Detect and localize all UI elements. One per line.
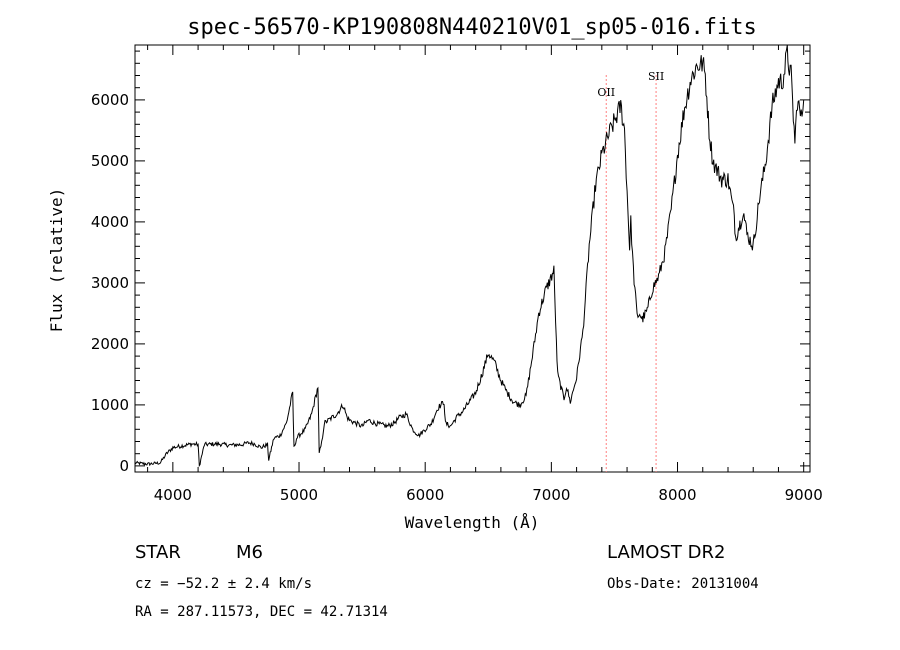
spectral-line-markers: OII SII [597,70,664,472]
x-tick-label: 6000 [406,486,444,504]
y-tick-label: 5000 [91,152,129,170]
y-axis-label: Flux (relative) [47,188,66,333]
coordinates: RA = 287.11573, DEC = 42.71314 [135,604,388,620]
plot-frame [134,44,811,473]
survey-name: LAMOST DR2 [607,542,726,563]
y-tick-label: 0 [119,457,129,475]
object-subclass: M6 [236,542,263,563]
x-axis-label: Wavelength (Å) [405,513,540,532]
spectrum-line [134,44,805,468]
y-tick-label: 3000 [91,274,129,292]
chart-title: spec-56570-KP190808N440210V01_sp05-016.f… [187,15,757,40]
observation-date: Obs-Date: 20131004 [607,576,759,592]
y-tick-label: 2000 [91,335,129,353]
spectral-line-label: SII [648,70,664,83]
x-tick-label: 4000 [154,486,192,504]
y-tick-label: 1000 [91,396,129,414]
x-tick-label: 7000 [532,486,570,504]
axis-ticks: 4000 5000 6000 7000 8000 9000 0 1000 2000 3000 400… [91,45,823,504]
spectral-line-label: OII [597,86,615,99]
x-tick-label: 8000 [658,486,696,504]
x-tick-label: 5000 [280,486,318,504]
object-type: STAR [135,542,181,563]
y-tick-label: 6000 [91,91,129,109]
y-tick-label: 4000 [91,213,129,231]
redshift-velocity: cz = −52.2 ± 2.4 km/s [135,576,313,592]
x-tick-label: 9000 [785,486,823,504]
